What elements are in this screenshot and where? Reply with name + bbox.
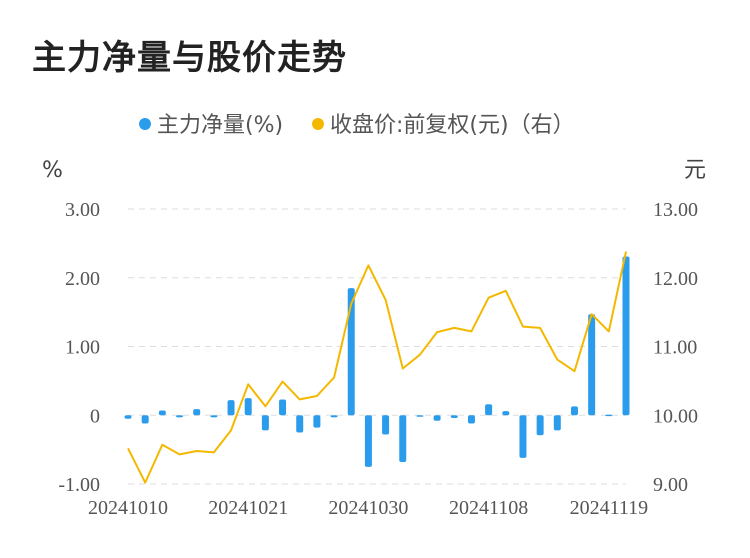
right-axis-unit: 元 [684,158,706,183]
bar [382,415,390,435]
left-tick-label: 1.00 [65,337,100,359]
right-tick-label: 10.00 [653,405,698,427]
bar [210,415,218,418]
x-tick-label: 20241010 [88,497,168,519]
bar [553,415,561,431]
legend: 主力净量(%) 收盘价:前复权(元)（右） [139,113,575,138]
bar [347,288,355,416]
bar [141,415,149,424]
bar [193,409,201,416]
right-tick-label: 12.00 [653,268,698,290]
bar [330,415,338,418]
x-tick-label: 20241021 [208,497,288,519]
legend-marker-0 [139,118,151,130]
price-line [127,251,627,484]
left-tick-label: -1.00 [58,474,100,496]
left-tick-label: 3.00 [65,199,100,221]
bar [313,415,321,428]
bar-series [124,256,630,467]
axis-ticks: 3.00 13.00 2.00 12.00 1.00 11.00 0 10.00 -1.00 9.… [58,199,698,519]
gridlines [128,208,626,485]
bar [124,415,132,419]
bar [399,415,407,462]
bar [227,400,235,416]
axis-units: % 元 [42,158,706,183]
x-tick-label: 20241030 [328,497,408,519]
x-tick-label: 20241108 [449,497,528,519]
bar [416,415,424,417]
bar [570,406,578,416]
left-tick-label: 0 [90,405,100,427]
bar [450,415,458,418]
bar [519,415,527,458]
bar [605,414,613,417]
bar [296,415,304,433]
right-tick-label: 13.00 [653,199,698,221]
bar [502,411,510,416]
bar [588,314,596,416]
chart-title: 主力净量与股价走势 [32,38,347,78]
bar [244,398,252,416]
bar [467,415,475,424]
bar [364,415,372,467]
left-axis-unit: % [42,158,63,183]
bar [433,415,441,421]
legend-marker-1 [312,118,324,130]
bar [485,404,493,416]
x-tick-label: 20241119 [570,497,649,519]
bar [536,415,544,436]
bar [176,415,184,418]
legend-label-1: 收盘价:前复权(元)（右） [330,113,575,138]
right-tick-label: 9.00 [653,474,688,496]
line-series [127,251,627,484]
right-tick-label: 11.00 [653,337,697,359]
bar [622,256,630,416]
left-tick-label: 2.00 [65,268,100,290]
bar [261,415,269,431]
legend-label-0: 主力净量(%) [157,113,283,138]
bar [158,410,166,416]
bar [279,399,287,416]
